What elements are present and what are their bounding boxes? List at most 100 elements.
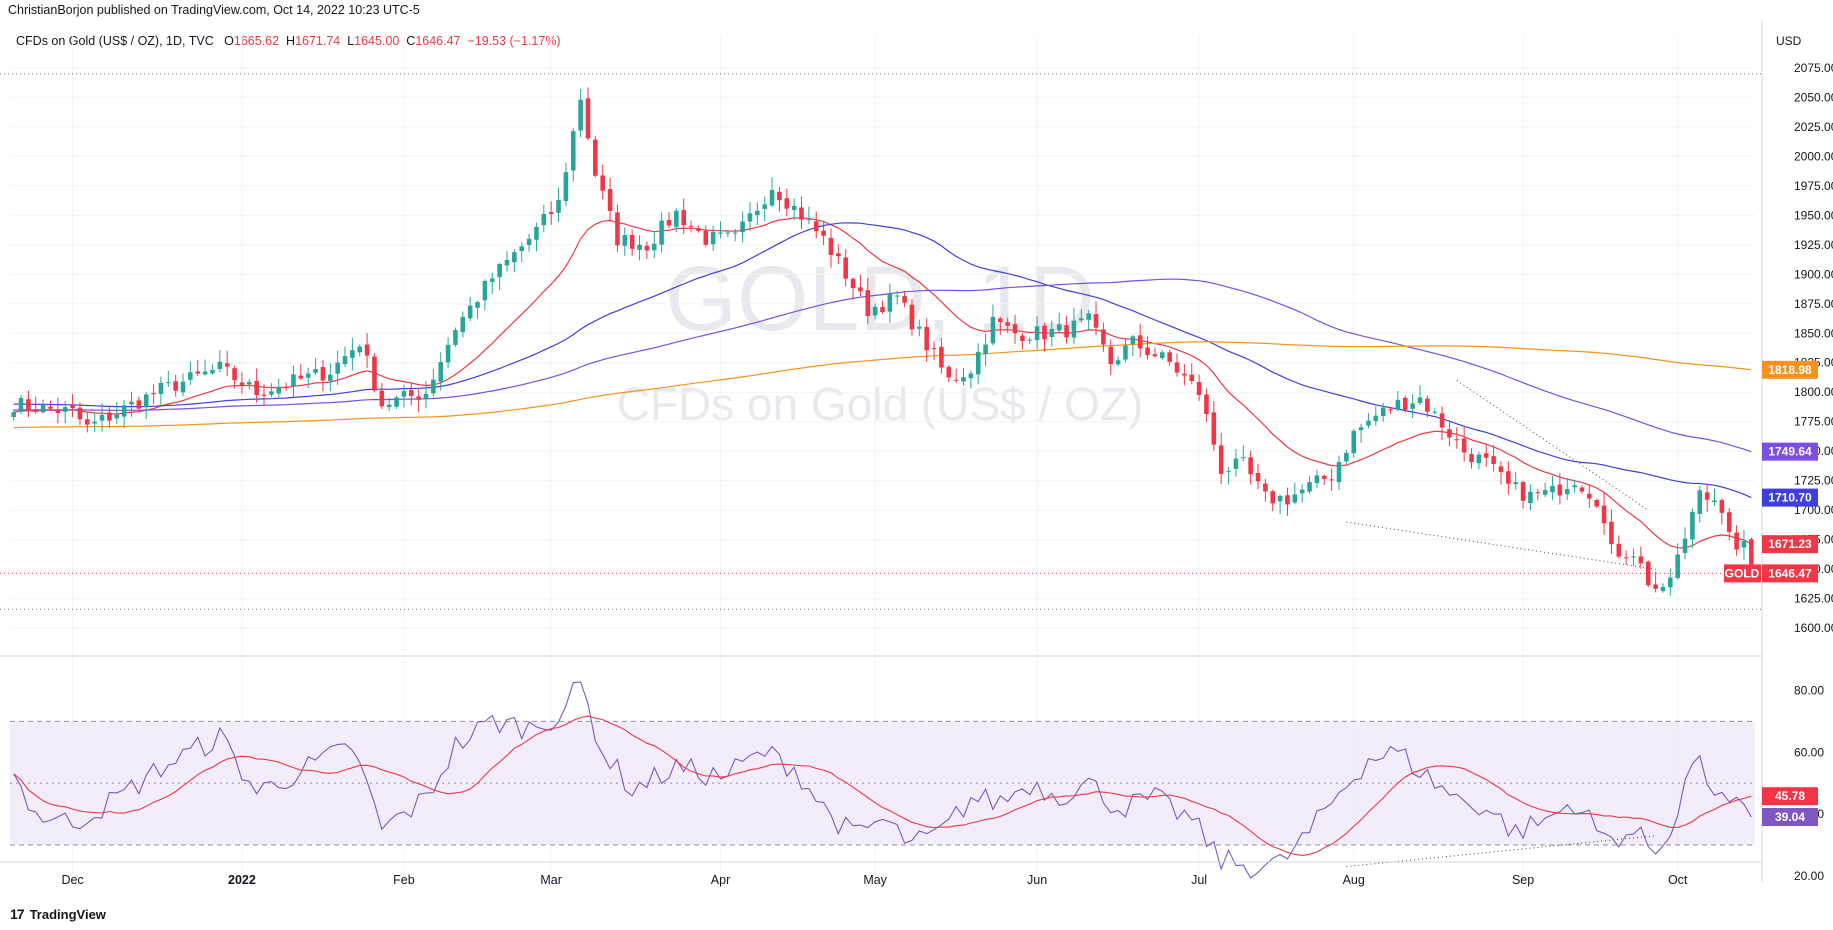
candle-body (1240, 457, 1246, 459)
candle (482, 279, 488, 311)
candle (1012, 314, 1018, 344)
candle (1270, 489, 1276, 512)
candle-body (114, 414, 120, 419)
candle (416, 388, 421, 413)
symbol-name[interactable]: CFDs on Gold (US$ / OZ), 1D, TVC (16, 34, 214, 48)
candle (1528, 484, 1533, 511)
candle-body (534, 226, 539, 240)
badge-bg (1762, 442, 1818, 461)
candle (1697, 485, 1703, 523)
candle (1174, 353, 1180, 377)
candle (659, 212, 664, 253)
candle-body (806, 219, 812, 221)
candle-body (107, 412, 112, 421)
candle (379, 382, 385, 410)
rsi-tick-label: 80.00 (1794, 684, 1824, 698)
candle-body (1321, 475, 1327, 480)
candle (320, 359, 326, 392)
rsi-tick-label: 60.00 (1794, 745, 1824, 759)
candle-body (328, 374, 333, 381)
candle (1160, 350, 1165, 360)
candle (1049, 320, 1055, 347)
tradingview-logo-icon: 17 (10, 906, 25, 922)
time-tick-label: Aug (1343, 873, 1365, 887)
candle (33, 396, 39, 414)
rsi-tick-label: 20.00 (1794, 869, 1824, 883)
candle-body (1425, 398, 1430, 412)
candle (1130, 334, 1136, 356)
candle-body (1204, 394, 1209, 415)
candle-body (1461, 438, 1467, 453)
candle-body (85, 419, 90, 425)
candle (1564, 478, 1570, 501)
candle (1469, 448, 1474, 469)
candle-body (1572, 485, 1577, 488)
candle-body (1152, 354, 1158, 357)
candle (357, 344, 363, 357)
candle (1542, 482, 1548, 498)
badge-bg (1762, 564, 1818, 583)
candle-body (791, 205, 797, 210)
candle (313, 358, 318, 376)
candle-body (276, 387, 282, 394)
badge-text: 1646.47 (1768, 566, 1812, 580)
candle (732, 228, 738, 242)
candle (1366, 412, 1371, 429)
candle (651, 231, 657, 259)
price-tick-label: 1925.00 (1794, 238, 1833, 252)
candle-body (342, 356, 348, 365)
candle (917, 319, 922, 337)
candle (880, 300, 885, 314)
candle (1086, 309, 1091, 331)
candle-body (696, 228, 701, 231)
candle (924, 318, 929, 362)
candle-body (372, 356, 377, 391)
candle-body (1447, 429, 1452, 438)
candle (570, 128, 576, 182)
low-value: 1645.00 (354, 34, 400, 48)
candle-body (1174, 362, 1180, 373)
candle (335, 350, 340, 385)
candle-body (651, 243, 657, 251)
candle-body (1564, 489, 1570, 495)
candle-body (1358, 427, 1364, 431)
badge-text: 39.04 (1775, 810, 1805, 824)
candle-body (1410, 403, 1415, 409)
candle-body (836, 253, 841, 257)
candle (718, 221, 723, 239)
candle-body (674, 210, 679, 227)
price-tick-label: 2075.00 (1794, 61, 1833, 75)
badge-text: 1710.70 (1768, 491, 1812, 505)
symbol-legend: CFDs on Gold (US$ / OZ), 1D, TVC O1665.6… (16, 34, 561, 48)
candle (269, 383, 274, 398)
candle (909, 299, 915, 336)
candle (55, 397, 61, 424)
candle-body (166, 382, 171, 384)
badge-bg (1762, 535, 1818, 554)
candle (1719, 498, 1725, 525)
candle-body (644, 245, 650, 251)
candle-body (504, 259, 510, 266)
candle-body (541, 213, 547, 226)
candle-body (740, 221, 745, 233)
candle (1005, 317, 1010, 334)
rsi-line (13, 681, 1752, 879)
candle (1660, 583, 1666, 593)
footer-brand[interactable]: 17 TradingView (10, 906, 106, 922)
candle-body (858, 287, 863, 292)
candle-body (1749, 539, 1754, 574)
candle-body (1189, 374, 1195, 381)
candle (1299, 484, 1305, 503)
high-label: H (286, 34, 296, 48)
candle (1623, 550, 1629, 565)
candle (998, 316, 1003, 335)
candle (1115, 356, 1121, 367)
candle (1616, 535, 1622, 559)
candle (40, 399, 46, 414)
candle (821, 221, 826, 245)
rsi-badge: 39.04 (1762, 808, 1818, 827)
candle-body (1034, 326, 1040, 341)
price-tick-label: 2025.00 (1794, 120, 1833, 134)
candle-body (872, 306, 878, 316)
